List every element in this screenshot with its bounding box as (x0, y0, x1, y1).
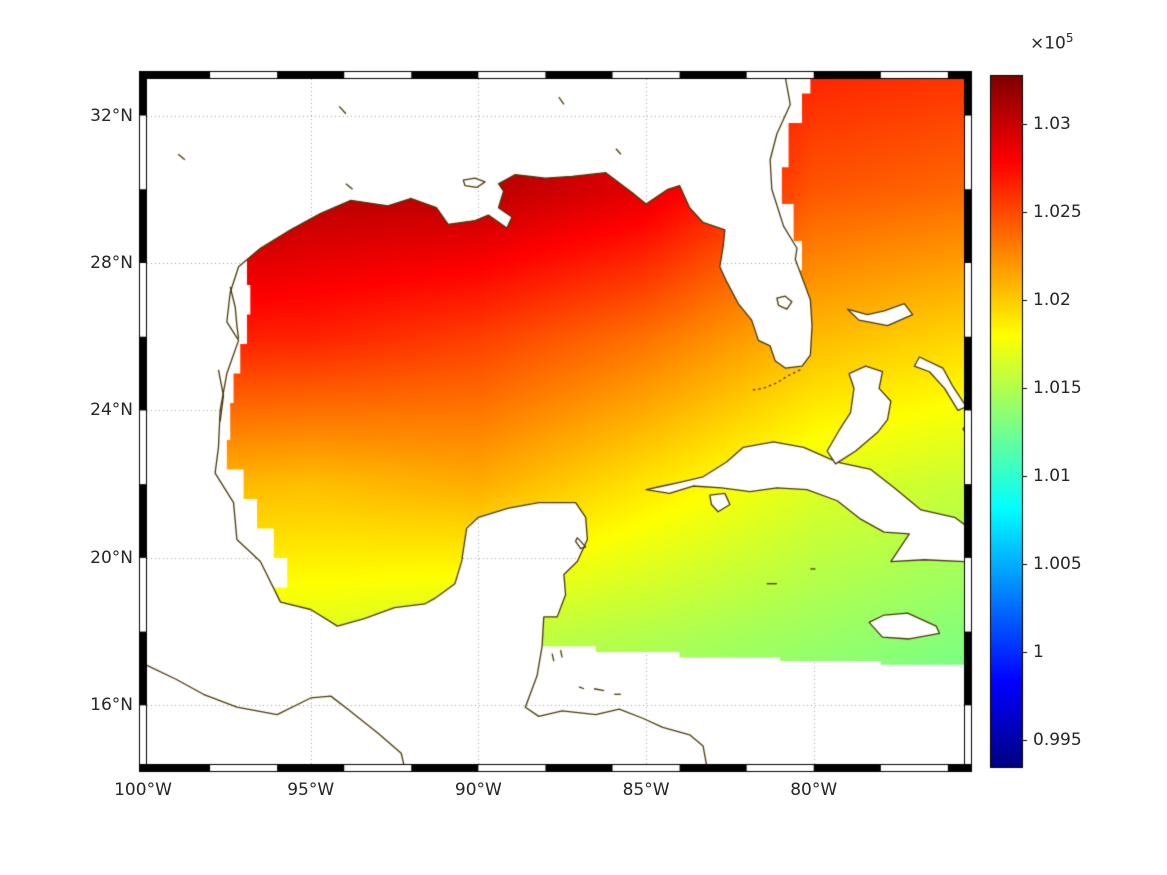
x-tick-label: 95°W (287, 780, 335, 800)
exponent-power: 5 (1065, 31, 1074, 45)
colorbar-tick-label: 1.02 (1033, 290, 1071, 311)
colorbar-tick-label: 1.025 (1033, 202, 1082, 223)
y-tick-label: 24°N (90, 400, 133, 421)
exponent-prefix: ×10 (1030, 33, 1066, 54)
x-tick-label: 85°W (622, 780, 670, 800)
x-tick-label: 100°W (114, 780, 172, 800)
colorbar-tick-label: 0.995 (1033, 729, 1082, 750)
colorbar-exponent-label: ×105 (1030, 31, 1074, 54)
x-tick-label: 80°W (790, 780, 838, 800)
y-tick-label: 28°N (90, 252, 133, 273)
colorbar-tick-label: 1.005 (1033, 553, 1082, 574)
colorbar-tick-label: 1 (1033, 641, 1044, 662)
y-tick-label: 20°N (90, 547, 133, 568)
colorbar-tick-label: 1.01 (1033, 466, 1071, 487)
colorbar-tick-label: 1.03 (1033, 114, 1071, 135)
x-tick-label: 90°W (454, 780, 502, 800)
y-tick-label: 16°N (90, 695, 133, 716)
colorbar-tick-label: 1.015 (1033, 378, 1082, 399)
y-tick-label: 32°N (90, 105, 133, 126)
